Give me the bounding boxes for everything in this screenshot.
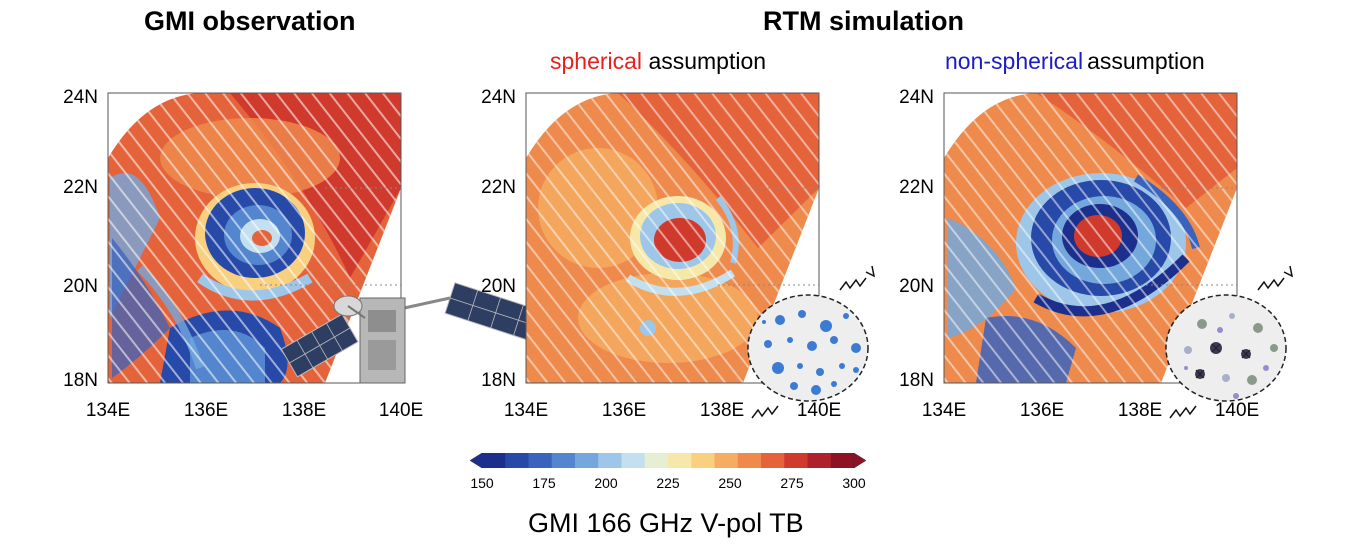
- subtitle-spherical-rest: assumption: [648, 48, 767, 74]
- map-spherical: 24N 22N 20N 18N 134E 136E 138E 140E: [481, 87, 876, 421]
- wave-out-icon: [839, 277, 867, 291]
- lon-label-138e: 138E: [700, 400, 744, 421]
- lat-label-20n: 20N: [899, 276, 934, 297]
- lon-label-140e: 140E: [379, 400, 423, 421]
- lat-label-24n: 24N: [899, 87, 934, 108]
- lon-label-140e: 140E: [797, 400, 841, 421]
- colorbar: 150 175 200 225 250 275 300: [468, 448, 868, 508]
- colorbar-tick-label: 300: [842, 475, 866, 491]
- colorbar-cell: [598, 453, 622, 468]
- lon-label-138e: 138E: [1118, 400, 1162, 421]
- colorbar-tick-label: 150: [470, 475, 494, 491]
- colorbar-cell: [528, 453, 553, 468]
- map-observation: 24N 22N 20N 18N 134E 136E 138E 140E: [63, 87, 546, 421]
- lat-label-20n: 20N: [481, 276, 516, 297]
- lon-label-140e: 140E: [1215, 400, 1259, 421]
- lon-label-136e: 136E: [184, 400, 228, 421]
- colorbar-cell: [691, 453, 715, 468]
- colorbar-cell: [551, 453, 576, 468]
- colorbar-max-arrow: [853, 452, 867, 469]
- lon-label-136e: 136E: [1020, 400, 1064, 421]
- lat-label-22n: 22N: [481, 177, 516, 198]
- map-panel-nonspherical: 24N 22N 20N 18N 134E 136E 138E 140E: [886, 78, 1306, 428]
- lat-label-18n: 18N: [63, 370, 98, 391]
- subtitle-nonspherical-rest: assumption: [1087, 48, 1205, 74]
- lon-label-134e: 134E: [86, 400, 130, 421]
- colorbar-caption: GMI 166 GHz V-pol TB: [528, 508, 804, 538]
- lon-label-138e: 138E: [282, 400, 326, 421]
- subtitle-nonspherical: non-spherical assumption: [945, 48, 1205, 75]
- lat-label-24n: 24N: [481, 87, 516, 108]
- title-rtm-simulation: RTM simulation: [763, 6, 964, 36]
- colorbar-min-arrow: [469, 452, 483, 469]
- lon-label-136e: 136E: [602, 400, 646, 421]
- map-panel-observation: 24N 22N 20N 18N 134E 136E 138E 140E: [50, 78, 546, 428]
- lon-label-134e: 134E: [922, 400, 966, 421]
- satellite-icon: [280, 282, 546, 384]
- colorbar-cell: [482, 453, 506, 468]
- subtitle-spherical: spherical assumption: [550, 48, 766, 75]
- colorbar-tick-label: 250: [718, 475, 742, 491]
- lat-label-20n: 20N: [63, 276, 98, 297]
- colorbar-cell: [761, 453, 785, 468]
- colorbar-tick-label: 175: [532, 475, 556, 491]
- nonspherical-particles-icon: [1165, 294, 1287, 402]
- subtitle-nonspherical-keyword: non-spherical: [945, 48, 1084, 74]
- lat-label-24n: 24N: [63, 87, 98, 108]
- wave-in-icon: [751, 405, 779, 419]
- colorbar-cell: [830, 453, 855, 468]
- lon-label-134e: 134E: [504, 400, 548, 421]
- colorbar-tick-label: 225: [656, 475, 680, 491]
- colorbar-cell: [621, 453, 646, 468]
- map-nonspherical: 24N 22N 20N 18N 134E 136E 138E 140E: [899, 87, 1294, 421]
- colorbar-cell: [644, 453, 669, 468]
- map-panel-spherical: 24N 22N 20N 18N 134E 136E 138E 140E: [468, 78, 888, 428]
- colorbar-cell: [668, 453, 692, 468]
- wave-out-icon: [1257, 277, 1285, 291]
- lat-label-22n: 22N: [63, 177, 98, 198]
- title-gmi-observation: GMI observation: [144, 6, 356, 36]
- spherical-particles-icon: [747, 294, 869, 402]
- subtitle-spherical-keyword: spherical: [550, 48, 643, 74]
- colorbar-tick-label: 275: [780, 475, 804, 491]
- colorbar-cell: [575, 453, 599, 468]
- colorbar-svg: 150 175 200 225 250 275 300: [469, 452, 867, 491]
- lat-label-18n: 18N: [899, 370, 934, 391]
- colorbar-cell: [784, 453, 808, 468]
- lat-label-22n: 22N: [899, 177, 934, 198]
- wave-in-icon: [1169, 405, 1197, 419]
- colorbar-cell: [505, 453, 529, 468]
- colorbar-cell: [737, 453, 762, 468]
- colorbar-cell: [714, 453, 739, 468]
- colorbar-cell: [807, 453, 832, 468]
- lat-label-18n: 18N: [481, 370, 516, 391]
- colorbar-tick-label: 200: [594, 475, 618, 491]
